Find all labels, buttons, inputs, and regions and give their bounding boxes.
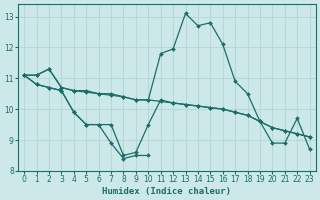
X-axis label: Humidex (Indice chaleur): Humidex (Indice chaleur) bbox=[102, 187, 231, 196]
